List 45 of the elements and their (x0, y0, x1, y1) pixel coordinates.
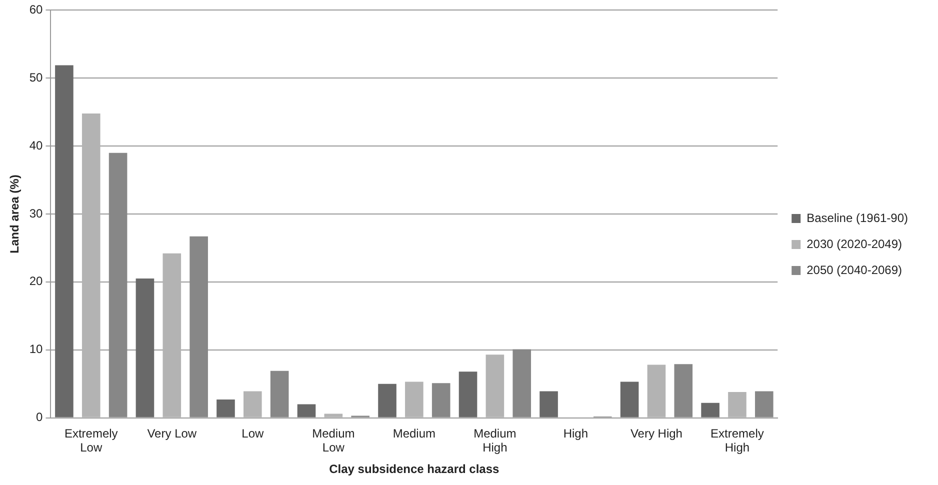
bar (324, 414, 343, 418)
x-tick-label: Low (242, 426, 264, 440)
bar (674, 364, 693, 418)
bar (297, 404, 316, 418)
legend-label: 2030 (2020-2049) (806, 236, 902, 251)
x-axis-title: Clay subsidence hazard class (329, 462, 500, 476)
bar (432, 383, 450, 418)
bar (728, 392, 746, 418)
bar (405, 382, 424, 418)
legend-label: Baseline (1961-90) (806, 210, 908, 225)
bar (190, 236, 208, 418)
y-tick-label: 50 (29, 70, 44, 84)
x-tick-label: Medium Low (312, 426, 355, 455)
x-tick-label: Medium High (474, 426, 516, 455)
y-tick-label: 10 (29, 342, 44, 356)
bar (244, 391, 262, 418)
bar (82, 113, 100, 418)
bar (136, 278, 154, 418)
y-tick-label: 40 (29, 138, 44, 152)
y-tick-label: 60 (29, 2, 44, 17)
x-tick-label: Medium (392, 426, 436, 440)
bar (754, 391, 774, 418)
bar (512, 349, 532, 418)
bar (55, 65, 74, 418)
x-tick-label: Extremely Low (64, 426, 118, 455)
x-tick-label: Extremely High (710, 426, 764, 455)
bar (701, 402, 720, 418)
y-tick-label: 0 (36, 410, 44, 424)
y-tick-label: 20 (29, 274, 44, 288)
x-tick-label: Very High (630, 426, 682, 440)
x-tick-label: High (563, 426, 588, 440)
bar (620, 382, 639, 418)
bar (458, 372, 478, 418)
bar (540, 391, 558, 418)
bar (216, 399, 235, 418)
y-axis-title: Land area (%) (8, 174, 22, 254)
legend-label: 2050 (2040-2069) (806, 262, 902, 277)
bar (378, 384, 396, 418)
y-tick-label: 30 (29, 206, 44, 220)
bar (108, 152, 128, 418)
bar (647, 364, 666, 418)
bar (162, 253, 182, 418)
x-tick-label: Very Low (147, 426, 197, 440)
bar (270, 370, 289, 418)
bar (486, 354, 504, 418)
